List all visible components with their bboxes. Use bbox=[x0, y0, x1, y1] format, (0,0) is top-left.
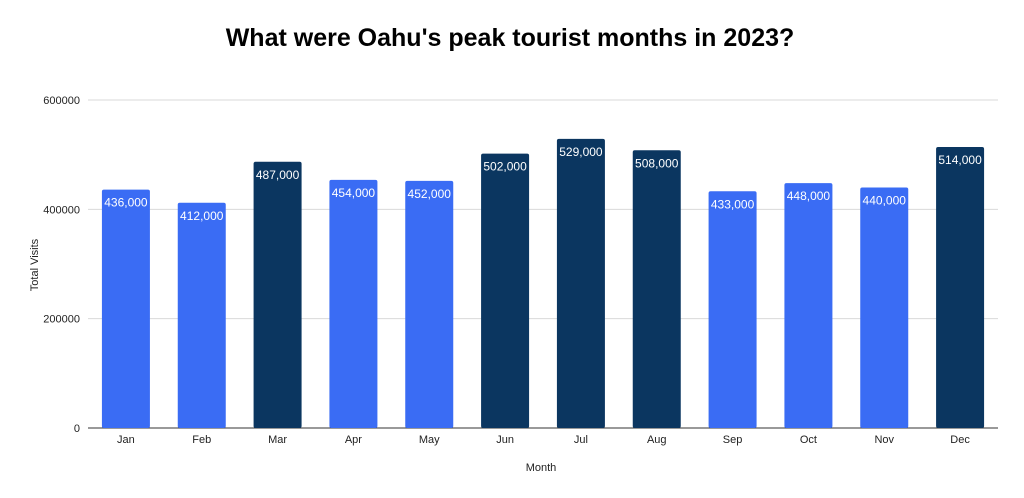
x-tick-label: Feb bbox=[192, 434, 211, 446]
bar-nov bbox=[860, 187, 909, 428]
bar-aug bbox=[632, 150, 681, 428]
x-tick-label: Jul bbox=[574, 434, 588, 446]
x-tick-label: Sep bbox=[723, 434, 743, 446]
x-tick-label: Nov bbox=[874, 434, 894, 446]
x-tick-label: May bbox=[419, 434, 440, 446]
bar-dec bbox=[936, 147, 985, 428]
data-label-feb: 412,000 bbox=[180, 209, 224, 223]
bar-jan bbox=[101, 189, 150, 428]
data-label-jul: 529,000 bbox=[559, 145, 603, 159]
y-tick-label: 400000 bbox=[43, 204, 80, 216]
bar-jun bbox=[481, 153, 530, 428]
data-label-apr: 454,000 bbox=[332, 186, 376, 200]
y-axis-label: Total Visits bbox=[29, 238, 41, 291]
x-tick-label: Dec bbox=[950, 434, 970, 446]
x-axis-ticks: Jan Feb Mar Apr May Jun Jul Aug Sep Oct Nov Dec bbox=[117, 434, 970, 446]
data-labels: 436,000 412,000 487,000 454,000 452,000 502,0… bbox=[104, 145, 982, 223]
data-label-aug: 508,000 bbox=[635, 156, 679, 170]
x-tick-label: Mar bbox=[268, 434, 287, 446]
y-tick-label: 200000 bbox=[43, 314, 80, 326]
y-axis-ticks: 0 200000 400000 600000 bbox=[43, 95, 80, 435]
x-tick-label: Apr bbox=[345, 434, 362, 446]
bars bbox=[101, 138, 985, 429]
data-label-mar: 487,000 bbox=[256, 168, 300, 182]
data-label-jun: 502,000 bbox=[483, 160, 527, 174]
data-label-nov: 440,000 bbox=[863, 193, 907, 207]
data-label-dec: 514,000 bbox=[938, 153, 982, 167]
y-tick-label: 600000 bbox=[43, 95, 80, 107]
chart-title: What were Oahu's peak tourist months in … bbox=[226, 24, 795, 52]
x-tick-label: Aug bbox=[647, 434, 667, 446]
bar-feb bbox=[177, 202, 226, 428]
data-label-jan: 436,000 bbox=[104, 196, 148, 210]
x-axis-label: Month bbox=[526, 462, 557, 474]
bar-oct bbox=[784, 183, 833, 428]
bar-apr bbox=[329, 179, 378, 428]
y-tick-label: 0 bbox=[74, 423, 80, 435]
bar-may bbox=[405, 180, 454, 428]
grid-lines bbox=[88, 99, 998, 429]
bar-jul bbox=[556, 138, 605, 428]
x-tick-label: Jun bbox=[496, 434, 514, 446]
data-label-may: 452,000 bbox=[408, 187, 452, 201]
data-label-sep: 433,000 bbox=[711, 197, 755, 211]
bar-mar bbox=[253, 161, 302, 429]
x-tick-label: Oct bbox=[800, 434, 817, 446]
bar-sep bbox=[708, 191, 757, 428]
x-tick-label: Jan bbox=[117, 434, 135, 446]
data-label-oct: 448,000 bbox=[787, 189, 831, 203]
